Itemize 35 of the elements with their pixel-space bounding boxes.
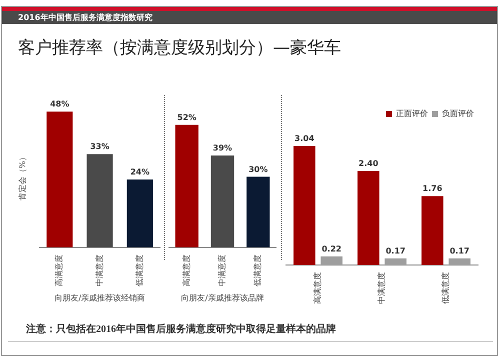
data-label: 48% [50,100,70,109]
x-tick-label: 中满意度 [218,254,227,286]
x-axis-title: 向朋友/亲戚推荐该经销商 [54,293,146,302]
bar [320,256,342,265]
x-tick-label: 高满意度 [313,272,322,304]
x-tick-label: 低满意度 [253,254,262,286]
data-label: 0.17 [450,246,470,256]
legend-label: 负面评价 [442,109,474,118]
bar [448,258,470,265]
y-axis-title: 肯定会（%） [18,152,27,201]
data-label: 3.04 [294,134,315,144]
text: 注意：只包括在2016年中国售后服务满意度研究中取得足量样本的品牌 [26,322,336,336]
data-label: 52% [177,112,196,122]
x-tick-label: 高满意度 [54,254,64,286]
legend-label: 正面评价 [396,109,428,118]
data-label: 24% [130,168,150,177]
data-label: 39% [212,144,232,153]
x-tick-label: 中满意度 [94,254,104,286]
x-tick-label: 高满意度 [182,254,191,286]
data-label: 1.76 [422,184,443,194]
bar [422,196,444,265]
bar [358,171,380,265]
x-axis-title: 向朋友/亲戚推荐该品牌 [181,293,264,302]
bar [294,146,316,265]
data-label: 33% [90,142,110,152]
chart-subtitle: 2016年中国售后服务满意度指数研究 [2,11,497,24]
data-label: 30% [248,164,268,174]
bar [384,258,406,265]
x-tick-label: 低满意度 [135,254,144,286]
x-tick-label: 低满意度 [441,272,450,304]
chart-title: 客户推荐率（按满意度级别划分）—豪华车 [18,37,341,59]
data-label: 0.17 [386,246,406,256]
data-label: 2.40 [358,159,379,168]
x-tick-label: 中满意度 [377,272,386,304]
data-label: 0.22 [322,244,342,254]
